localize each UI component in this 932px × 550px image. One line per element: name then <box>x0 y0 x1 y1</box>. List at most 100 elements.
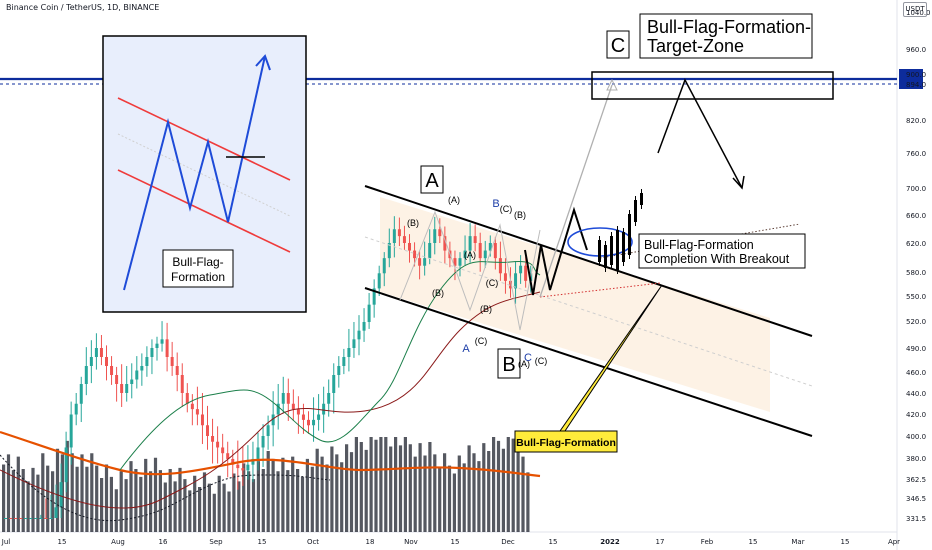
time-tick-label: 15 <box>549 538 558 546</box>
candle-body <box>483 250 487 259</box>
candle-body <box>195 409 199 415</box>
volume-bar <box>345 444 349 532</box>
volume-bar <box>178 467 182 532</box>
inset-flag-upper <box>117 97 291 181</box>
candle-body <box>281 393 285 404</box>
volume-bar <box>227 491 231 532</box>
volume-bar <box>109 476 113 532</box>
volume-bar <box>129 461 133 532</box>
currency-badge[interactable]: USDT <box>903 2 927 17</box>
candle-body <box>392 229 396 243</box>
price-tick-label: 760.0 <box>906 150 926 158</box>
candle-body <box>105 357 108 366</box>
volume-bar <box>423 455 427 532</box>
red-dotted-trendline <box>539 282 661 298</box>
volume-bar <box>242 463 246 532</box>
candle-body <box>74 403 78 415</box>
candle-body <box>286 393 290 404</box>
wave-letter-blue: A <box>462 343 470 355</box>
volume-bar <box>477 461 481 532</box>
candle-body <box>44 518 48 519</box>
price-tick-label: 580.0 <box>906 269 926 277</box>
volume-bar <box>124 479 128 532</box>
volume-bar <box>119 471 123 532</box>
volume-bar <box>472 453 476 532</box>
candle-body <box>463 250 467 259</box>
candle-body <box>312 419 316 426</box>
candle-body <box>276 403 280 415</box>
volume-bar <box>261 469 265 532</box>
candle-body <box>125 384 129 393</box>
candle-body <box>453 258 457 266</box>
wave-zigzag-black <box>524 206 588 296</box>
candle-body <box>428 243 432 259</box>
candle-body <box>498 258 502 274</box>
volume-bar <box>433 454 437 532</box>
volume-bar <box>291 456 295 532</box>
candle-body <box>170 357 174 366</box>
projection-line-gray <box>539 84 613 298</box>
time-tick-label: Nov <box>404 538 418 546</box>
volume-bar <box>16 456 20 532</box>
candle-body <box>478 243 482 259</box>
volume-bar <box>149 471 153 532</box>
sub-wave-label: (A) <box>464 250 476 260</box>
volume-bar <box>212 493 216 532</box>
candle-body <box>413 250 417 259</box>
inset-arrowhead <box>255 54 271 71</box>
price-tick-label: 620.0 <box>906 240 926 248</box>
volume-bar <box>296 469 300 532</box>
time-tick-label: Feb <box>701 538 714 546</box>
volume-bar <box>36 474 40 532</box>
candle-body <box>256 447 260 459</box>
candle-body <box>221 447 225 454</box>
brown-dotted-trendline <box>599 223 801 259</box>
target-zone-label: Bull-Flag-Formation- Target-Zone <box>639 13 813 59</box>
price-tick-label: 346.5 <box>906 495 926 503</box>
volume-bar <box>521 456 525 532</box>
candle-body <box>307 419 310 426</box>
volume-bar <box>467 445 471 532</box>
candle-body <box>94 348 98 357</box>
volume-bar <box>85 466 89 532</box>
volume-bar <box>207 483 211 532</box>
volume-bar <box>315 448 319 532</box>
volume-bar <box>462 463 466 532</box>
time-tick-label: 15 <box>58 538 67 546</box>
volume-bar <box>198 487 202 532</box>
volume-bar <box>271 458 275 532</box>
volume-bar <box>501 448 505 532</box>
price-tick-label: 700.0 <box>906 185 926 193</box>
candle-body <box>337 366 341 375</box>
time-tick-label: 17 <box>656 538 665 546</box>
completion-label: Bull-Flag-Formation Completion With Brea… <box>638 233 806 269</box>
volume-bar <box>256 461 260 532</box>
candle-body <box>216 441 220 448</box>
volume-bar <box>506 437 510 532</box>
price-tag-highlight <box>899 79 923 89</box>
volume-bar <box>247 471 251 532</box>
volume-bar <box>413 456 417 532</box>
candle-body <box>519 265 523 274</box>
target-zone-box <box>591 71 834 100</box>
candle-body <box>150 348 154 357</box>
svg-text:Completion With Breakout: Completion With Breakout <box>644 252 790 266</box>
time-tick-label: Aug <box>111 538 125 546</box>
candle-body <box>372 288 376 305</box>
wave-zigzag-gray <box>399 210 541 331</box>
time-tick-label: 16 <box>159 538 168 546</box>
volume-bar <box>139 476 143 532</box>
candle-body <box>317 414 321 420</box>
volume-bar <box>511 438 515 532</box>
time-tick-label: 15 <box>749 538 758 546</box>
candle-body <box>271 414 275 426</box>
breakout-body <box>628 214 631 255</box>
volume-bar <box>452 473 456 532</box>
sub-wave-label: (B) <box>432 288 444 298</box>
candle-body <box>14 518 18 519</box>
candle-body <box>408 243 411 251</box>
candle-body <box>110 366 114 375</box>
candle-body <box>357 330 361 340</box>
candle-body <box>473 236 477 243</box>
